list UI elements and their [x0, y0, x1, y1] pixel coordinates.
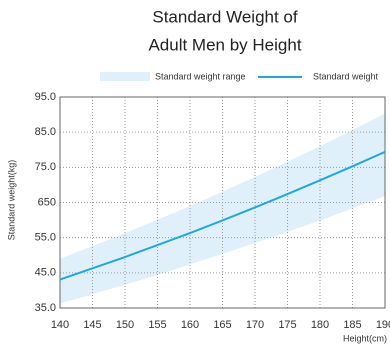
x-tick-label: 170	[246, 319, 264, 331]
data-line	[59, 150, 386, 281]
y-tick-label: 95.0	[35, 91, 56, 103]
legend-label: Standard weight range	[155, 71, 246, 81]
chart-title: Standard Weight of	[152, 7, 297, 26]
x-tick-label: 150	[116, 319, 134, 331]
x-tick-label: 180	[311, 319, 329, 331]
x-tick-label: 140	[51, 319, 69, 331]
legend-label: Standard weight	[313, 71, 379, 81]
x-tick-label: 175	[278, 319, 296, 331]
y-tick-label: 35.0	[35, 302, 56, 314]
y-tick-label: 45.0	[35, 267, 56, 279]
x-tick-label: 190	[376, 319, 390, 331]
x-tick-label: 165	[213, 319, 231, 331]
y-tick-label: 55.0	[35, 232, 56, 244]
x-tick-label: 155	[148, 319, 166, 331]
y-tick-label: 85.0	[35, 126, 56, 138]
y-axis-label: Standard weight(kg)	[6, 160, 16, 241]
x-tick-label: 160	[181, 319, 199, 331]
y-tick-label: 75.0	[35, 161, 56, 173]
plot-frame	[59, 96, 386, 309]
chart-title: Adult Men by Height	[148, 35, 301, 54]
x-tick-label: 145	[83, 319, 101, 331]
legend-swatch	[100, 72, 150, 81]
y-tick-label: 650	[38, 196, 56, 208]
x-tick-label: 185	[343, 319, 361, 331]
x-axis-label: Height(cm)	[343, 333, 387, 343]
